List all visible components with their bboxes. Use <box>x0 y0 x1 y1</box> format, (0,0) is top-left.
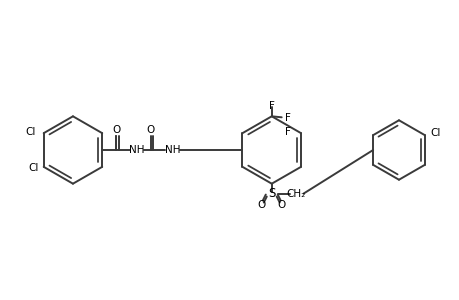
Text: O: O <box>257 200 265 211</box>
Text: S: S <box>268 187 275 200</box>
Text: Cl: Cl <box>430 128 440 138</box>
Text: F: F <box>284 113 290 123</box>
Text: Cl: Cl <box>25 127 36 137</box>
Text: O: O <box>277 200 285 211</box>
Text: F: F <box>268 101 274 111</box>
Text: Cl: Cl <box>28 163 39 173</box>
Text: NH: NH <box>165 145 180 155</box>
Text: NH: NH <box>129 145 145 155</box>
Text: F: F <box>284 127 290 137</box>
Text: O: O <box>112 125 120 135</box>
Text: CH₂: CH₂ <box>285 189 305 199</box>
Text: O: O <box>146 125 155 135</box>
